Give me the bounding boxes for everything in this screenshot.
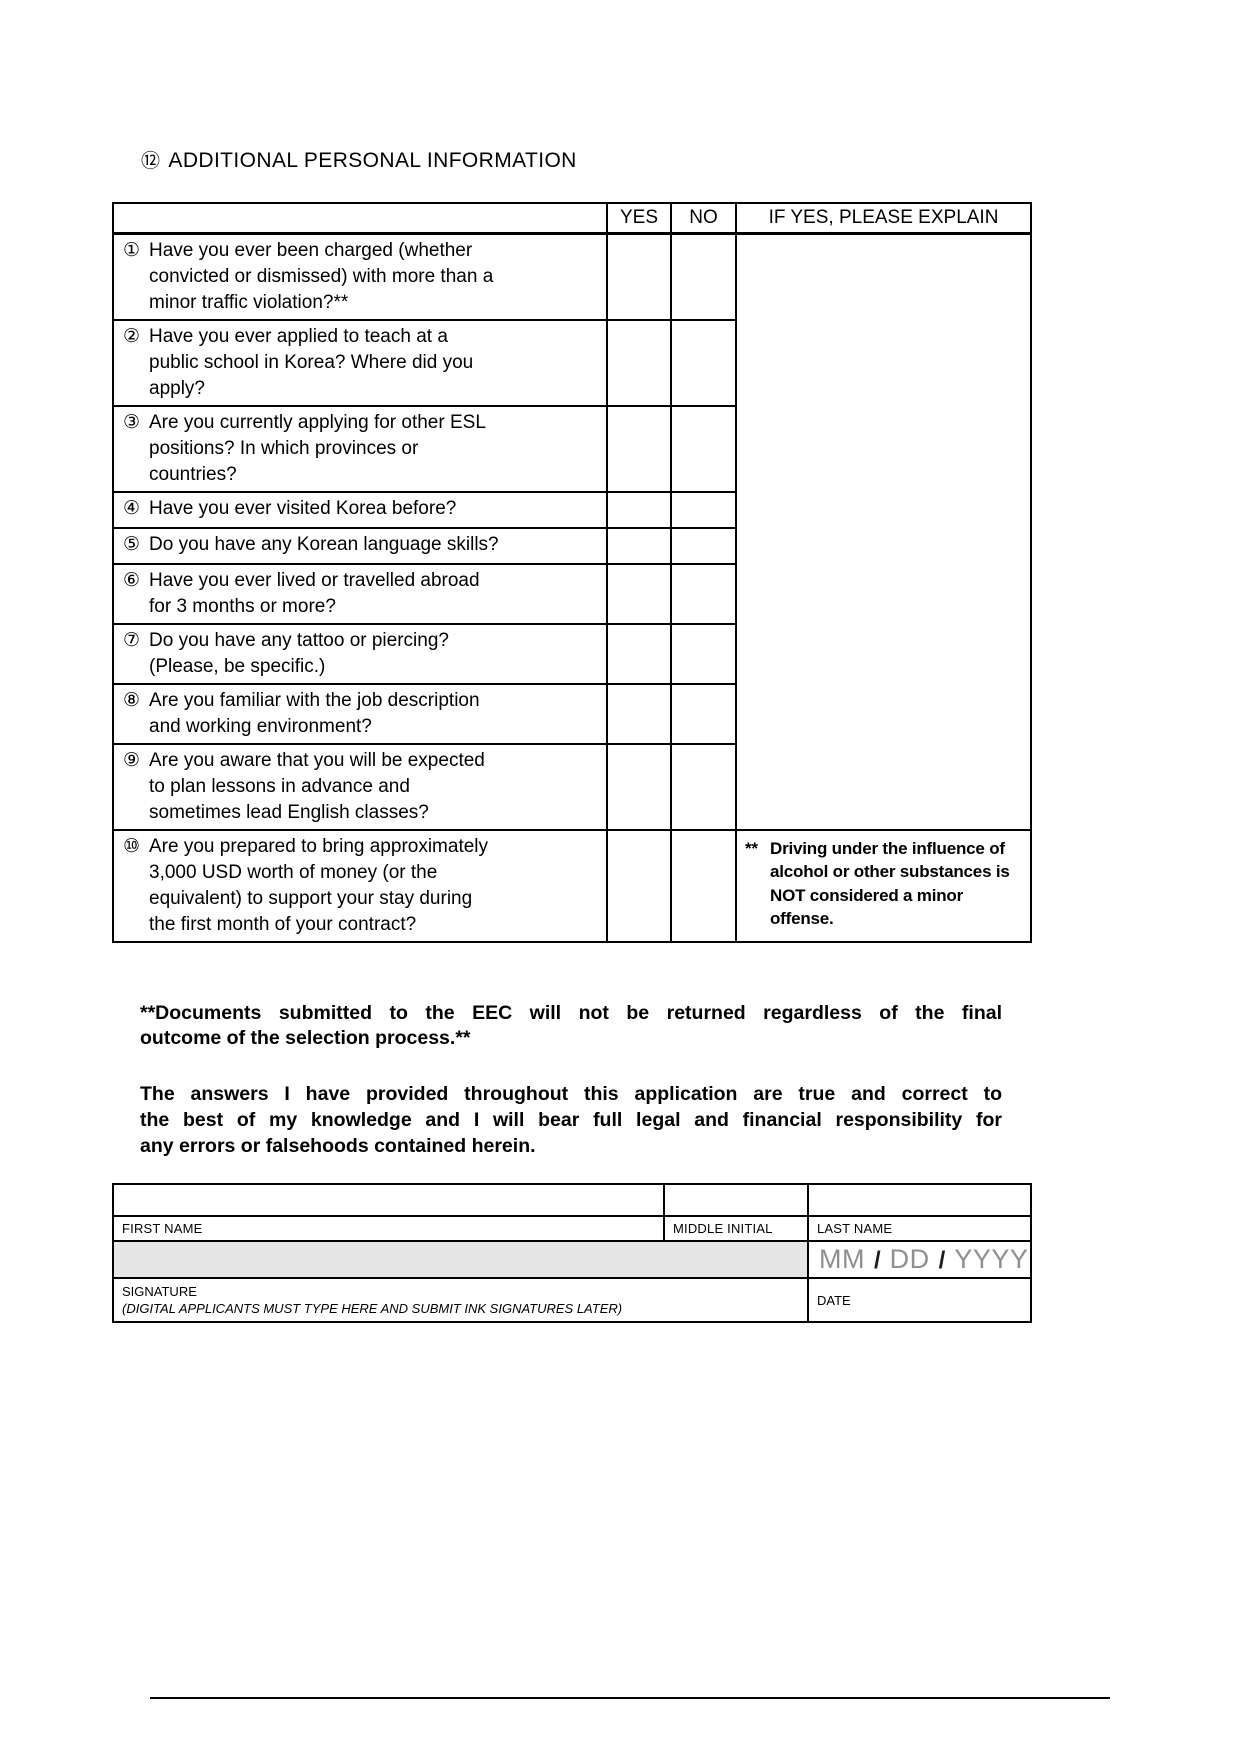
no-checkbox-cell[interactable] [670,404,737,493]
yes-checkbox-cell[interactable] [606,404,672,493]
question-number: ⑥ [123,569,141,591]
footer-rule [150,1697,1110,1699]
question-cell: ⑩ Are you prepared to bring approximatel… [112,828,608,943]
signature-input-field[interactable] [112,1240,809,1279]
question-cell: ⑨ Are you aware that you will be expecte… [112,742,608,831]
question-cell: ⑥ Have you ever lived or travelled abroa… [112,562,608,625]
date-input-field[interactable]: MM / DD / YYYY [807,1240,1032,1279]
question-text: Are you currently applying for other ESL… [149,411,486,485]
question-number: ⑩ [123,835,141,857]
date-separator: / [938,1247,946,1274]
question-text: Do you have any Korean language skills? [149,533,499,555]
documents-notice-line: outcome of the selection process.** [140,1027,471,1049]
middle-initial-label: MIDDLE INITIAL [663,1215,809,1242]
note-marker: ** [745,838,758,858]
question-text: Have you ever lived or travelled abroad … [149,569,480,617]
question-row: ⑦ Do you have any tattoo or piercing? (P… [112,622,1031,685]
yes-checkbox-cell[interactable] [606,622,672,685]
last-name-label: LAST NAME [807,1215,1032,1242]
question-row: ④ Have you ever visited Korea before? [112,490,1031,529]
question-text: Are you aware that you will be expected … [149,749,485,823]
question-number: ③ [123,411,141,433]
question-cell: ① Have you ever been charged (whether co… [112,232,608,321]
question-row: ⑧ Are you familiar with the job descript… [112,682,1031,745]
question-cell: ⑦ Do you have any tattoo or piercing? (P… [112,622,608,685]
no-checkbox-cell[interactable] [670,318,737,407]
yes-checkbox-cell[interactable] [606,232,672,321]
first-name-label: FIRST NAME [112,1215,665,1242]
explain-area[interactable] [735,232,1032,831]
date-placeholder-mm: MM [819,1244,865,1274]
signature-note: (DIGITAL APPLICANTS MUST TYPE HERE AND S… [122,1301,623,1316]
yes-checkbox-cell[interactable] [606,562,672,625]
no-column-header: NO [670,202,737,235]
question-column-header [112,202,608,235]
note-text: Driving under the influence of alcohol o… [770,838,1010,929]
question-number: ① [123,239,141,261]
yes-checkbox-cell[interactable] [606,318,672,407]
driving-offense-note: ** Driving under the influence of alcoho… [735,828,1032,943]
questions-table: YES NO IF YES, PLEASE EXPLAIN ① Have you… [112,202,1032,943]
date-label: DATE [807,1277,1032,1323]
question-row: ⑤ Do you have any Korean language skills… [112,526,1031,565]
no-checkbox-cell[interactable] [670,742,737,831]
question-text: Are you familiar with the job descriptio… [149,689,480,737]
documents-notice: **Documents submitted to the EEC will no… [140,1001,1002,1051]
yes-column-header: YES [606,202,672,235]
question-number: ⑨ [123,749,141,771]
question-cell: ⑧ Are you familiar with the job descript… [112,682,608,745]
no-checkbox-cell[interactable] [670,828,737,943]
truth-statement-line: any errors or falsehoods contained herei… [140,1135,536,1157]
page-title-text: ADDITIONAL PERSONAL INFORMATION [168,149,577,172]
question-text: Have you ever visited Korea before? [149,497,457,519]
first-name-input-cell[interactable] [112,1183,665,1217]
question-number: ② [123,325,141,347]
question-number: ⑧ [123,689,141,711]
explain-column-header: IF YES, PLEASE EXPLAIN [735,202,1032,235]
truth-statement-line: the best of my knowledge and I will bear… [140,1109,1002,1131]
no-checkbox-cell[interactable] [670,526,737,565]
question-text: Are you prepared to bring approximately … [149,835,489,935]
signature-table: FIRST NAME MIDDLE INITIAL LAST NAME MM / D… [112,1183,1032,1323]
yes-checkbox-cell[interactable] [606,682,672,745]
question-cell: ② Have you ever applied to teach at a pu… [112,318,608,407]
no-checkbox-cell[interactable] [670,232,737,321]
question-text: Have you ever applied to teach at a publ… [149,325,474,399]
last-name-input-cell[interactable] [807,1183,1032,1217]
question-cell: ④ Have you ever visited Korea before? [112,490,608,529]
question-number: ⑤ [123,533,141,555]
date-separator: / [873,1247,881,1274]
signature-label: SIGNATURE [122,1284,197,1299]
question-row: ⑨ Are you aware that you will be expecte… [112,742,1031,831]
no-checkbox-cell[interactable] [670,682,737,745]
question-row: ① Have you ever been charged (whether co… [112,232,1032,831]
yes-checkbox-cell[interactable] [606,828,672,943]
no-checkbox-cell[interactable] [670,490,737,529]
question-text: Do you have any tattoo or piercing? (Ple… [149,629,449,677]
documents-notice-line: **Documents submitted to the EEC will no… [140,1002,1002,1024]
question-row: ⑩ Are you prepared to bring approximatel… [112,828,1032,943]
date-placeholder-yyyy: YYYY [954,1244,1029,1274]
section-number: ⑫ [141,151,161,172]
question-row: ③ Are you currently applying for other E… [112,404,1031,493]
no-checkbox-cell[interactable] [670,562,737,625]
truth-statement-line: The answers I have provided throughout t… [140,1083,1002,1105]
question-row: ⑥ Have you ever lived or travelled abroa… [112,562,1031,625]
no-checkbox-cell[interactable] [670,622,737,685]
middle-initial-input-cell[interactable] [663,1183,809,1217]
question-row: ② Have you ever applied to teach at a pu… [112,318,1031,407]
page-title: ⑫ ADDITIONAL PERSONAL INFORMATION [141,146,577,173]
yes-checkbox-cell[interactable] [606,742,672,831]
question-cell: ⑤ Do you have any Korean language skills… [112,526,608,565]
signature-label-cell: SIGNATURE (DIGITAL APPLICANTS MUST TYPE … [112,1277,809,1323]
question-number: ④ [123,497,141,519]
question-text: Have you ever been charged (whether conv… [149,239,494,313]
question-number: ⑦ [123,629,141,651]
question-cell: ③ Are you currently applying for other E… [112,404,608,493]
yes-checkbox-cell[interactable] [606,490,672,529]
date-placeholder-dd: DD [889,1244,930,1274]
yes-checkbox-cell[interactable] [606,526,672,565]
truth-statement: The answers I have provided throughout t… [140,1081,1002,1159]
